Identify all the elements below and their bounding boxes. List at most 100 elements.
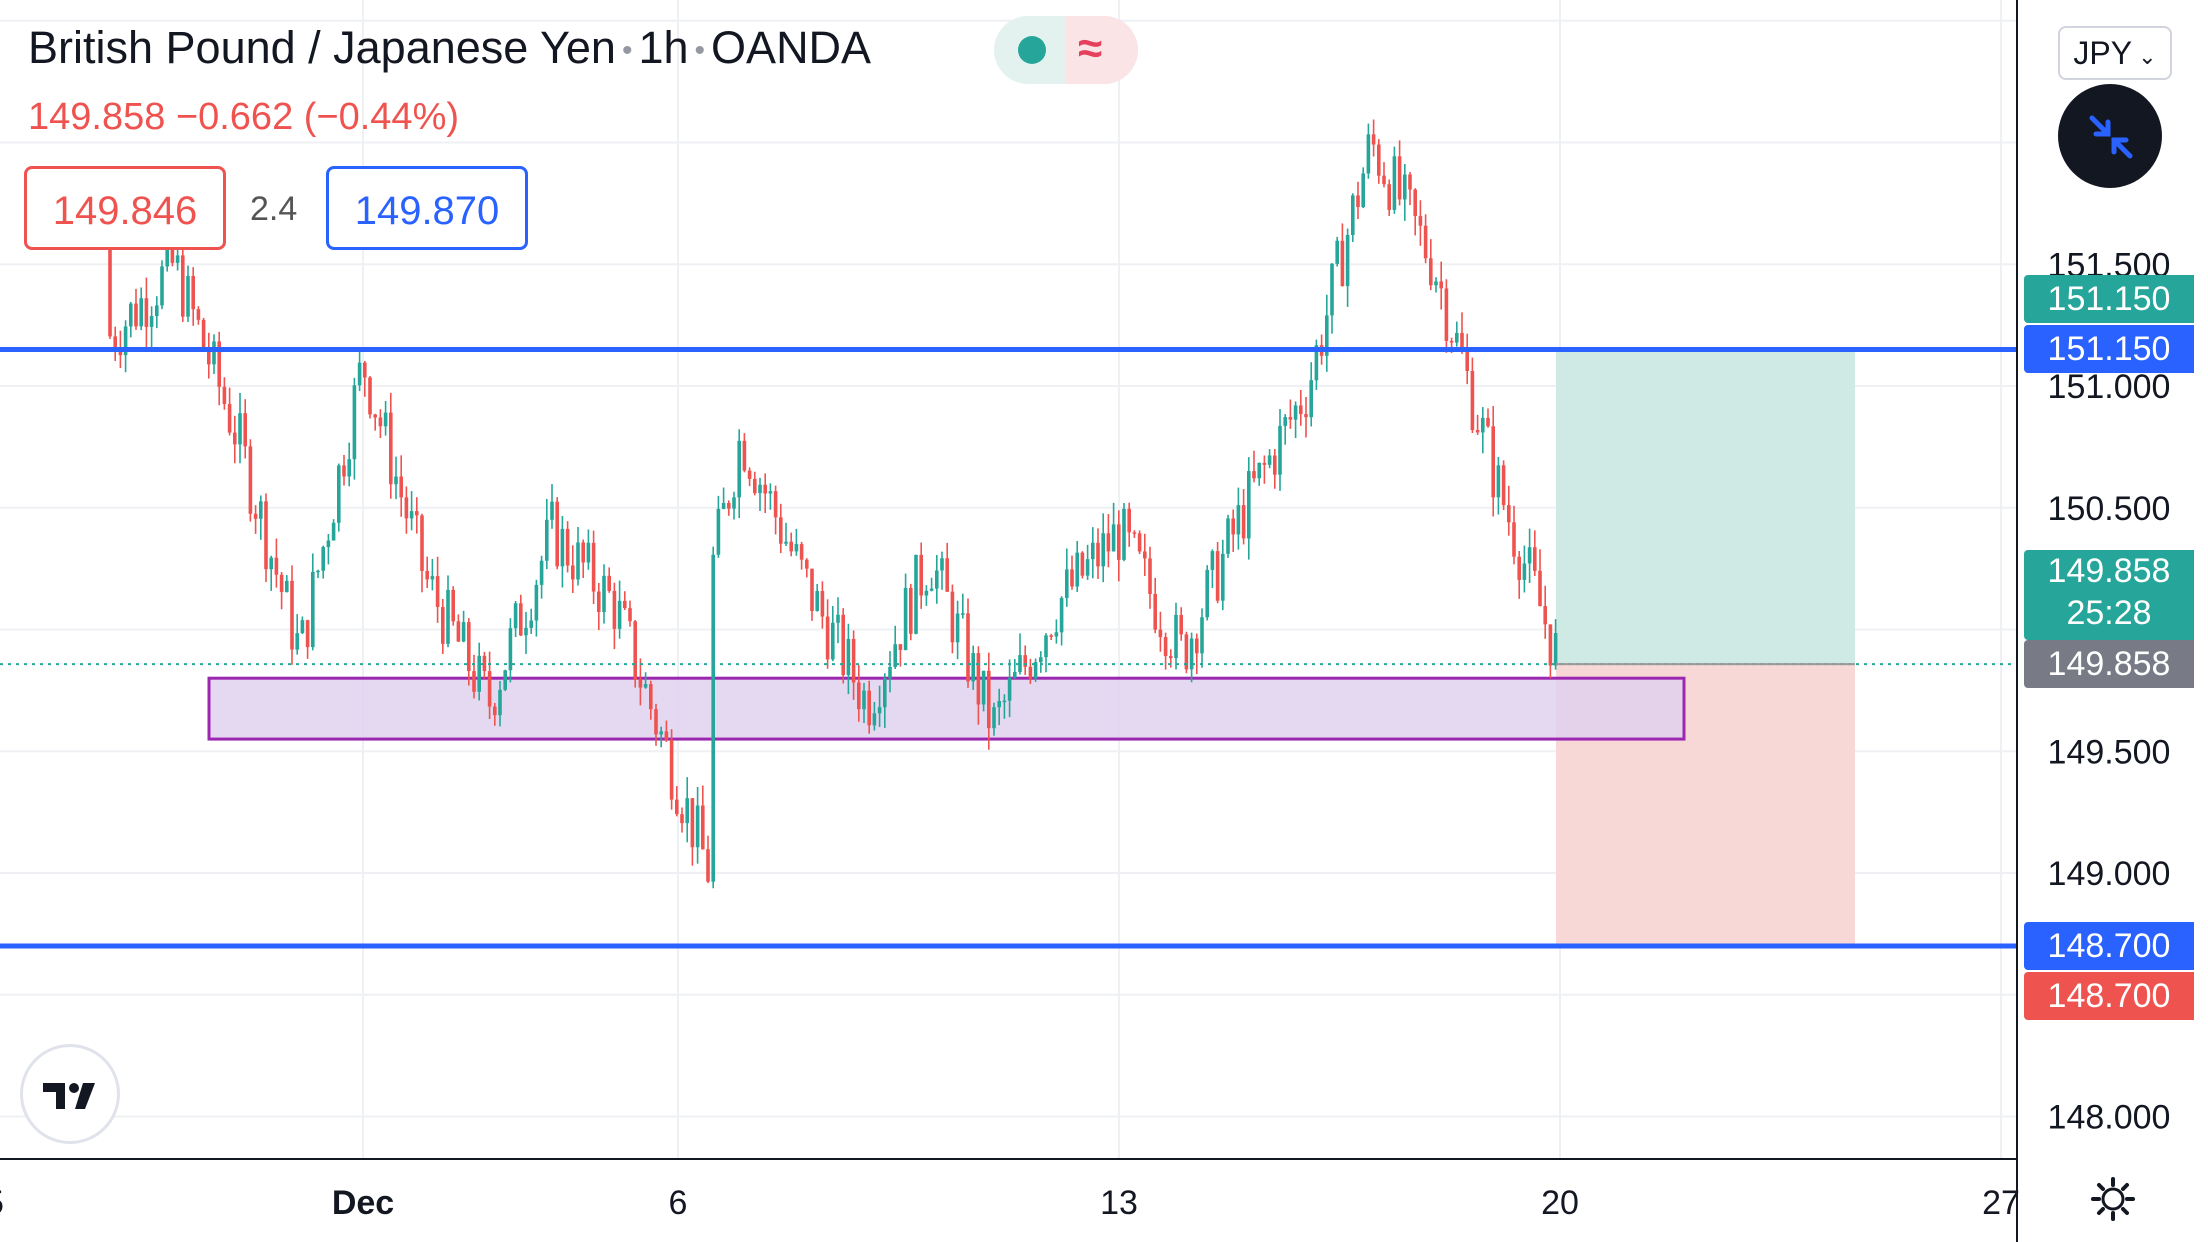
- candle-body: [274, 557, 279, 575]
- candle-body: [165, 239, 169, 267]
- candle-body: [1278, 425, 1282, 475]
- candle-body: [508, 628, 513, 671]
- candle-body: [295, 633, 299, 650]
- candle-body: [1288, 417, 1293, 420]
- candle-body: [893, 644, 897, 667]
- candle-body: [123, 326, 128, 356]
- candle-body: [363, 362, 367, 378]
- candle-body: [1221, 553, 1225, 601]
- candle-body: [1553, 633, 1558, 666]
- candle-body: [1215, 551, 1220, 601]
- candle-body: [1382, 175, 1386, 185]
- candle-body: [1132, 532, 1137, 534]
- candle-body: [217, 341, 221, 387]
- candle-body: [534, 584, 539, 621]
- candle-body: [909, 587, 913, 634]
- market-status-badge[interactable]: ≈: [994, 16, 1138, 84]
- candle-body: [1210, 551, 1215, 570]
- price-axis-tag: 149.858 25:28: [2024, 550, 2194, 641]
- candle-body: [1049, 635, 1053, 637]
- candle-body: [623, 600, 627, 609]
- candle-body: [1403, 174, 1407, 200]
- collapse-icon[interactable]: [2058, 84, 2162, 188]
- candle-body: [654, 709, 658, 735]
- candle-body: [357, 362, 362, 386]
- candle-body: [373, 414, 377, 418]
- candle-body: [409, 511, 414, 519]
- candle-body: [898, 644, 903, 651]
- candle-body: [389, 412, 393, 485]
- candle-body: [659, 731, 663, 735]
- candle-body: [337, 465, 341, 523]
- candle-body: [1122, 508, 1126, 560]
- candle-body: [383, 412, 388, 427]
- candle-body: [815, 590, 819, 611]
- candle-body: [1018, 655, 1022, 673]
- currency-dropdown[interactable]: JPY ⌄: [2058, 26, 2172, 80]
- candle-body: [1455, 332, 1459, 343]
- candle-body: [149, 316, 154, 327]
- x-tick-label: 20: [1541, 1184, 1579, 1222]
- delayed-data-icon: ≈: [1078, 24, 1103, 73]
- candle-body: [1460, 332, 1464, 352]
- price-axis-tag: 148.700: [2024, 972, 2194, 1021]
- candle-body: [716, 508, 721, 555]
- symbol-title[interactable]: British Pound / Japanese Yen • 1h • OANDA: [28, 22, 872, 73]
- candle-body: [1512, 522, 1516, 557]
- candle-body: [805, 559, 809, 569]
- candle-body: [1059, 597, 1064, 633]
- candle-body: [113, 336, 117, 350]
- buy-button[interactable]: 149.870: [326, 166, 528, 250]
- candle-body: [997, 701, 1001, 708]
- candle-body: [1449, 340, 1454, 343]
- candle-body: [851, 638, 856, 683]
- candle-body: [1205, 569, 1209, 618]
- candle-body: [1475, 430, 1480, 433]
- candle-body: [1491, 426, 1495, 498]
- candle-body: [1423, 225, 1428, 259]
- candle-body: [539, 560, 544, 585]
- candle-body: [1434, 281, 1438, 286]
- candle-body: [1163, 637, 1168, 657]
- x-tick-label: 27: [1982, 1184, 2020, 1222]
- candle-body: [368, 377, 372, 415]
- candle-body: [207, 347, 211, 365]
- tradingview-logo-icon[interactable]: [20, 1044, 120, 1144]
- candle-body: [1028, 666, 1033, 679]
- candle-body: [597, 591, 601, 613]
- candle-body: [227, 403, 232, 433]
- candle-body: [950, 591, 955, 643]
- sell-button[interactable]: 149.846: [24, 166, 226, 250]
- candle-body: [1127, 508, 1131, 533]
- candle-body: [1236, 505, 1241, 535]
- candle-body: [212, 341, 216, 365]
- candle-body: [768, 491, 773, 494]
- candle-body: [321, 547, 325, 571]
- candle-body: [773, 491, 778, 518]
- candle-body: [1080, 552, 1085, 576]
- candle-body: [1117, 524, 1121, 560]
- candle-body: [1195, 638, 1199, 654]
- candle-body: [810, 568, 814, 611]
- y-tick-label: 148.000: [2048, 1099, 2171, 1137]
- candle-body: [862, 690, 866, 710]
- candle-body: [243, 413, 247, 447]
- candle-body: [1106, 533, 1111, 552]
- settings-gear-icon[interactable]: [2090, 1176, 2136, 1222]
- candle-body: [144, 298, 149, 327]
- candle-body: [825, 616, 830, 660]
- candle-body: [513, 603, 518, 629]
- candle-body: [753, 478, 757, 494]
- candle-body: [498, 689, 502, 716]
- candle-body: [877, 707, 882, 714]
- candle-body: [701, 805, 705, 850]
- candle-body: [1397, 156, 1402, 200]
- candle-body: [1371, 134, 1376, 145]
- candle-body: [690, 798, 695, 848]
- candle-body: [633, 621, 637, 680]
- candle-body: [1189, 638, 1194, 670]
- candle-body: [1486, 417, 1490, 427]
- candle-body: [763, 484, 767, 494]
- candle-body: [992, 707, 996, 729]
